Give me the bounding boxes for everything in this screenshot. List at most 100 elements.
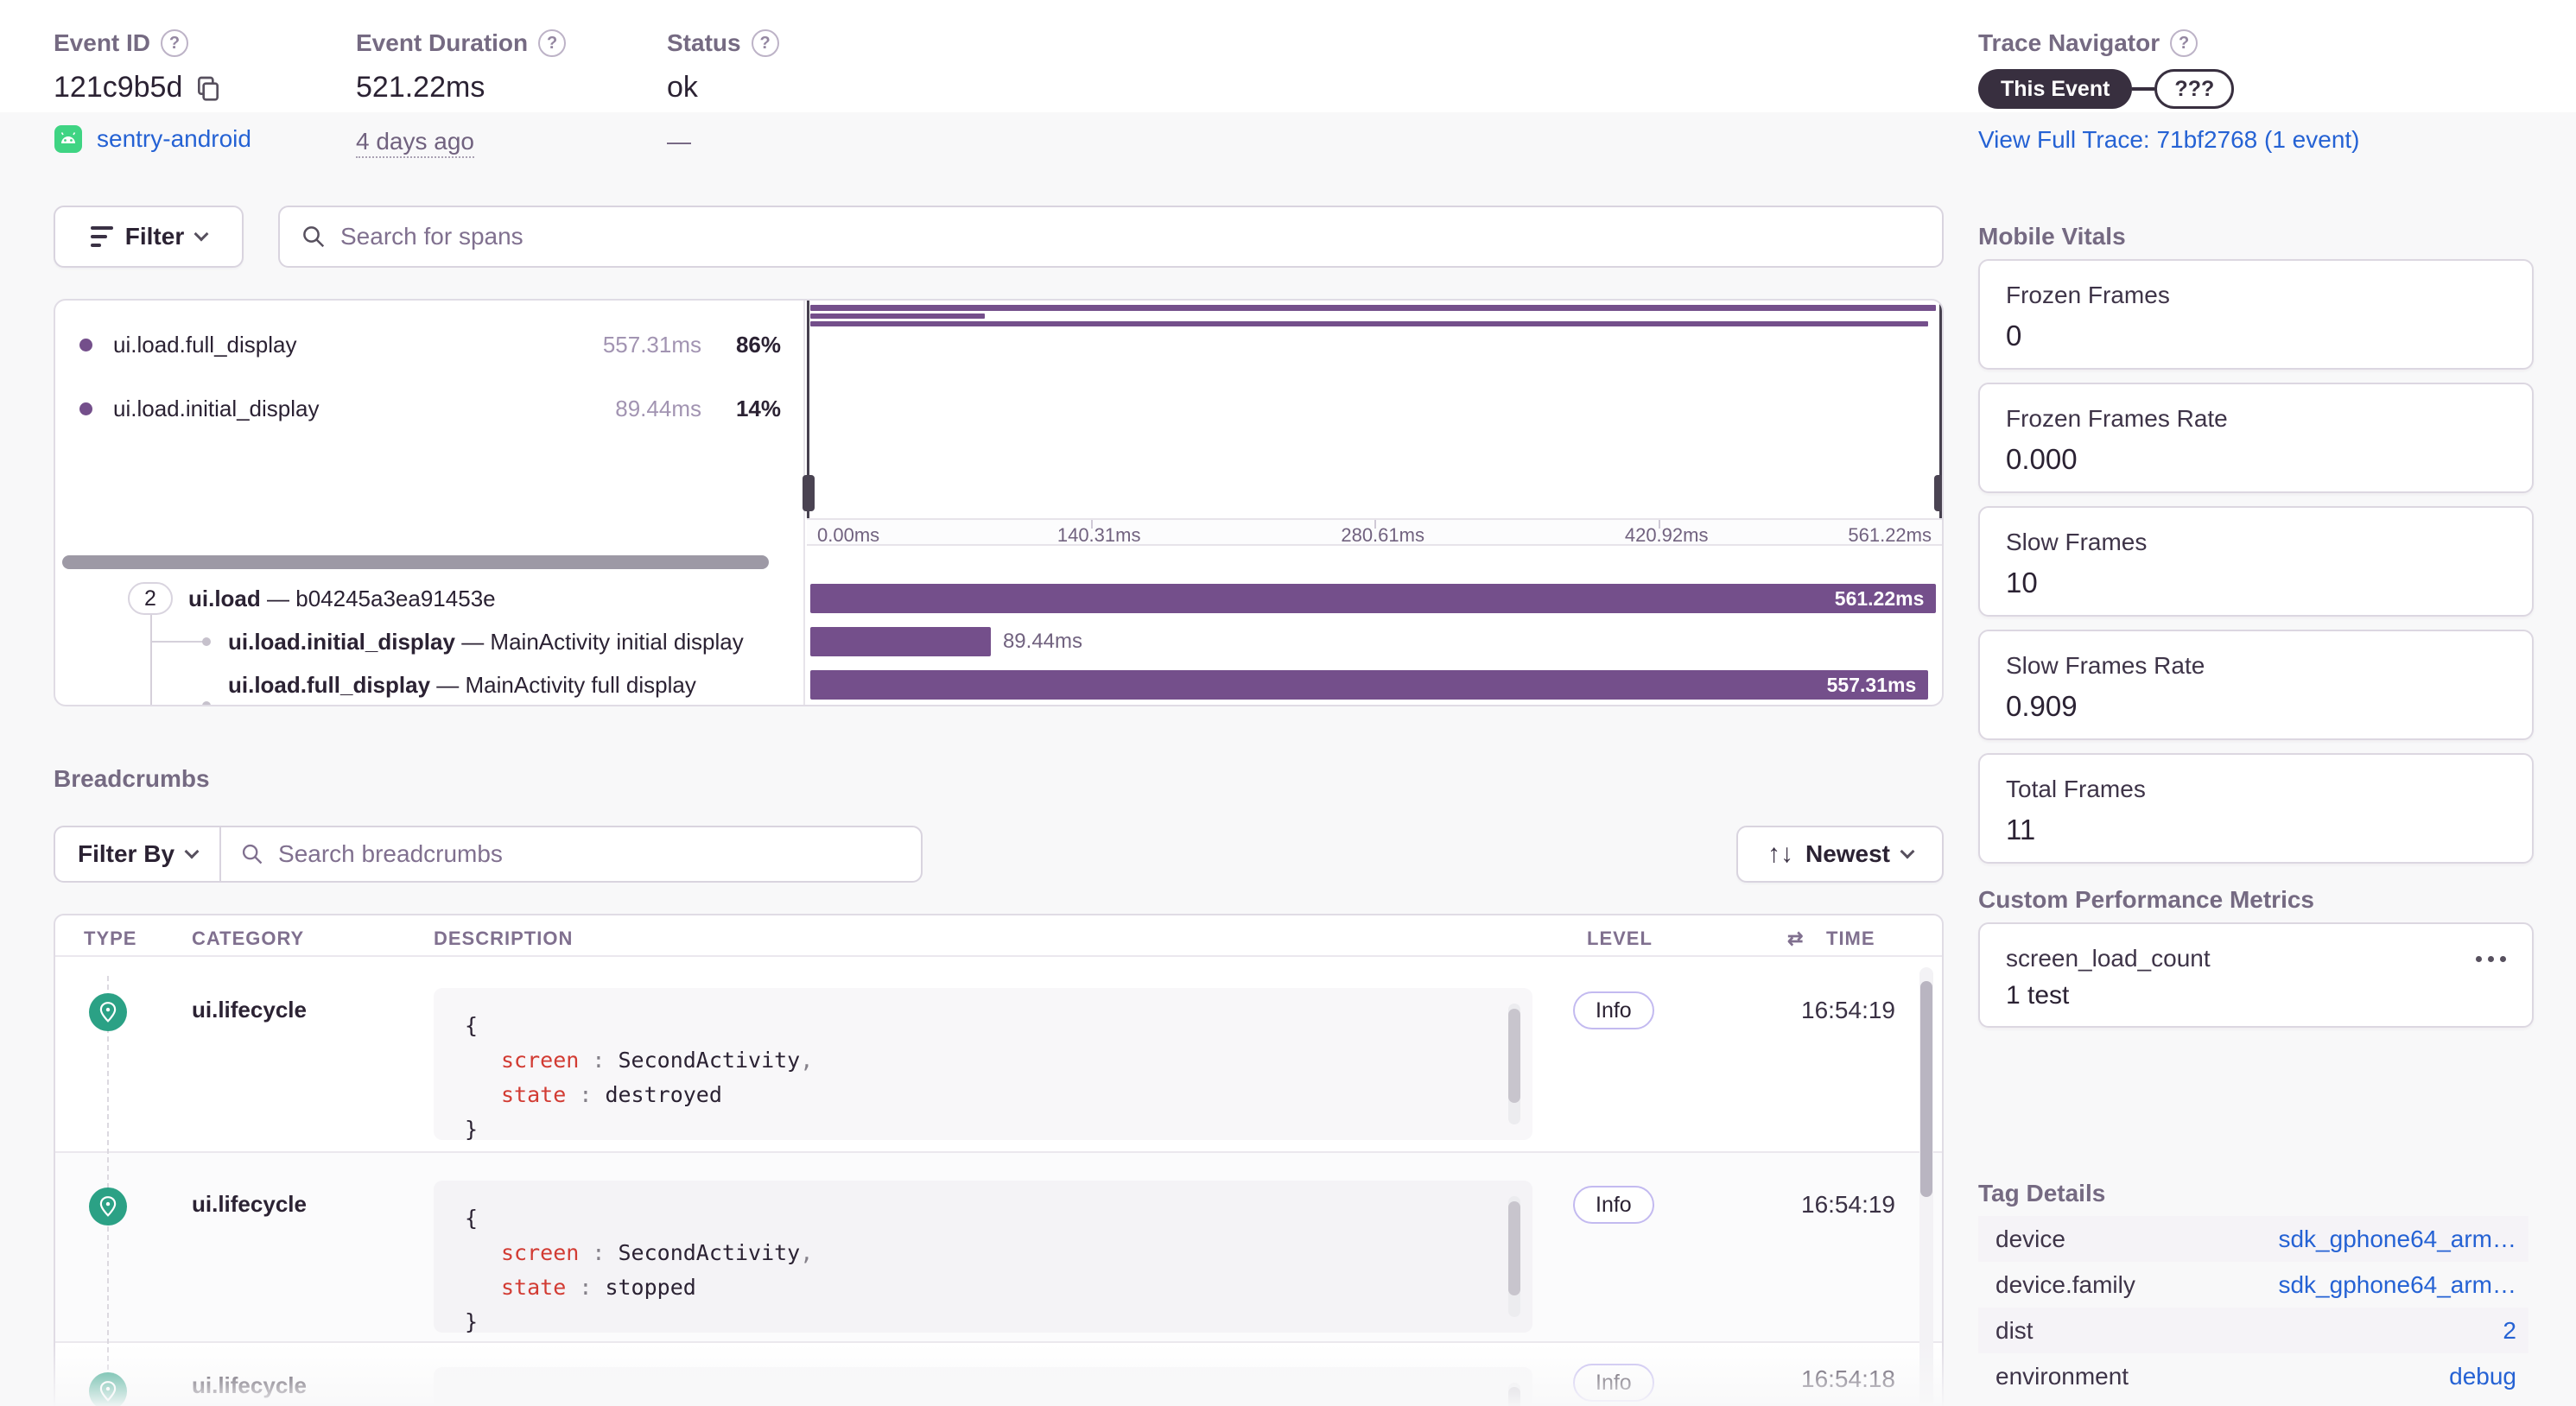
minimap-left-guide: [807, 301, 809, 518]
tag-value-link[interactable]: debug: [2449, 1362, 2516, 1390]
breadcrumb-category: ui.lifecycle: [192, 1191, 307, 1217]
vital-value: 0.000: [2006, 443, 2078, 475]
span-description: b04245a3ea91453e: [295, 585, 496, 611]
vital-label: Frozen Frames Rate: [2006, 405, 2228, 432]
tag-value-link[interactable]: 2: [2503, 1316, 2516, 1344]
column-header-type: TYPE: [84, 928, 137, 949]
project-link[interactable]: sentry-android: [97, 125, 251, 152]
help-icon[interactable]: [751, 29, 779, 57]
trace-navigator-label: Trace Navigator: [1978, 29, 2198, 57]
axis-label: 561.22ms: [1848, 524, 1932, 546]
tree-connector-dot: [202, 637, 211, 646]
breadcrumbs-sort-button[interactable]: ↑↓ Newest: [1736, 826, 1944, 883]
location-pin-icon: [89, 993, 127, 1031]
event-age-text[interactable]: 4 days ago: [356, 128, 474, 158]
chevron-down-icon: [194, 226, 209, 242]
span-row[interactable]: ui.load.initial_display — MainActivity i…: [55, 620, 1942, 663]
breadcrumbs-table-header: TYPE CATEGORY DESCRIPTION LEVEL ⇄ TIME: [55, 915, 1942, 957]
legend-dot-icon: [79, 402, 92, 415]
minimap-right-guide: [1939, 301, 1942, 518]
minimap-bar: [810, 314, 986, 319]
breadcrumb-json[interactable]: {: [434, 1367, 1532, 1406]
event-id-label: Event ID: [54, 29, 189, 57]
breadcrumb-row[interactable]: ui.lifecycle { screen : SecondActivity, …: [55, 957, 1942, 1151]
minimap-right-handle[interactable]: [1934, 475, 1942, 511]
column-header-description: DESCRIPTION: [434, 928, 574, 949]
span-chart-panel: 0.00ms 140.31ms 280.61ms 420.92ms 561.22…: [803, 301, 1942, 705]
json-scrollbar-thumb[interactable]: [1508, 1008, 1520, 1103]
trace-navigator-label-text: Trace Navigator: [1978, 29, 2160, 56]
vital-label: Slow Frames Rate: [2006, 652, 2205, 679]
tag-row: environment debug: [1978, 1353, 2528, 1399]
help-icon[interactable]: [2170, 29, 2198, 57]
legend-dot-icon: [79, 338, 92, 352]
span-bar[interactable]: 561.22ms: [810, 584, 1937, 613]
axis-label: 420.92ms: [1624, 524, 1709, 546]
json-scrollbar-track: [1508, 1383, 1520, 1406]
event-duration-label-text: Event Duration: [356, 29, 529, 56]
legend-hscrollbar-track: [55, 548, 805, 577]
column-header-category: CATEGORY: [192, 928, 305, 949]
ellipsis-menu-icon[interactable]: [2476, 955, 2506, 962]
tree-connector: [150, 705, 204, 706]
breadcrumb-row[interactable]: ui.lifecycle { Info 16:54:18: [55, 1341, 1942, 1406]
tag-details-title: Tag Details: [1978, 1180, 2106, 1206]
vital-card-frozen-frames: Frozen Frames 0: [1978, 259, 2534, 370]
view-full-trace-link[interactable]: View Full Trace: 71bf2768 (1 event): [1978, 126, 2360, 153]
row-divider: [55, 1341, 1942, 1343]
span-row[interactable]: ui.load.full_display — MainActivity full…: [55, 663, 1942, 705]
copy-icon[interactable]: [194, 74, 222, 102]
event-age[interactable]: 4 days ago: [356, 128, 474, 158]
page-header-background: [0, 0, 2576, 112]
table-scrollbar-thumb[interactable]: [1920, 981, 1932, 1197]
legend-op: ui.load.full_display: [113, 331, 297, 358]
vital-value: 0: [2006, 320, 2022, 352]
help-icon[interactable]: [538, 29, 567, 57]
vital-value: 0.909: [2006, 690, 2078, 722]
level-badge: Info: [1573, 1186, 1654, 1224]
tag-key: device.family: [1995, 1270, 2135, 1298]
span-bar[interactable]: 557.31ms: [810, 670, 1929, 700]
legend-item[interactable]: ui.load.initial_display 89.44ms 14%: [55, 387, 803, 430]
tag-value-link[interactable]: sdk_gphone64_arm…: [2278, 1225, 2516, 1252]
next-event-pill[interactable]: ???: [2154, 69, 2235, 109]
sort-button-label: Newest: [1805, 840, 1891, 867]
legend-hscrollbar-thumb[interactable]: [62, 555, 769, 569]
help-icon[interactable]: [161, 29, 189, 57]
span-count-badge[interactable]: 2: [128, 582, 173, 615]
metric-value: 1 test: [2006, 981, 2070, 1010]
time-sort-icon[interactable]: ⇄: [1787, 928, 1805, 949]
custom-metrics-title: Custom Performance Metrics: [1978, 886, 2315, 913]
axis-tick: [1090, 520, 1093, 529]
trace-connector-line: [2132, 87, 2155, 91]
span-search-input[interactable]: [340, 223, 1921, 250]
vital-value: 10: [2006, 567, 2038, 598]
breadcrumbs-search-input[interactable]: [278, 840, 902, 868]
column-header-time[interactable]: TIME: [1826, 928, 1875, 949]
breadcrumb-category: ui.lifecycle: [192, 1372, 307, 1398]
this-event-pill[interactable]: This Event: [1978, 69, 2133, 109]
breadcrumbs-filter-by-button[interactable]: Filter By: [55, 827, 222, 881]
tree-connector-dot: [202, 701, 211, 705]
span-separator: —: [461, 628, 485, 655]
filter-by-label: Filter By: [78, 840, 175, 867]
json-scrollbar-thumb[interactable]: [1508, 1386, 1520, 1406]
json-scrollbar-thumb[interactable]: [1508, 1200, 1520, 1295]
span-bar[interactable]: [810, 627, 991, 656]
span-minimap[interactable]: [803, 301, 1942, 518]
event-id-value: 121c9b5d: [54, 71, 222, 104]
span-row[interactable]: 2 ui.load — b04245a3ea91453e 561.22ms: [55, 577, 1942, 620]
legend-item[interactable]: ui.load.full_display 557.31ms 86%: [55, 323, 803, 366]
breadcrumb-json[interactable]: { screen : SecondActivity, state : stopp…: [434, 1181, 1532, 1334]
tag-value-link[interactable]: sdk_gphone64_arm…: [2278, 1270, 2516, 1298]
chevron-down-icon: [184, 844, 200, 859]
minimap-left-handle[interactable]: [803, 475, 815, 511]
breadcrumb-json[interactable]: { screen : SecondActivity, state : destr…: [434, 988, 1532, 1142]
span-filter-button[interactable]: Filter: [54, 206, 244, 268]
vital-card-slow-frames-rate: Slow Frames Rate 0.909: [1978, 630, 2534, 740]
axis-label: 280.61ms: [1341, 524, 1424, 546]
level-badge: Info: [1573, 991, 1654, 1029]
legend-duration: 89.44ms: [615, 395, 701, 421]
breadcrumb-row[interactable]: ui.lifecycle { screen : SecondActivity, …: [55, 1151, 1942, 1341]
